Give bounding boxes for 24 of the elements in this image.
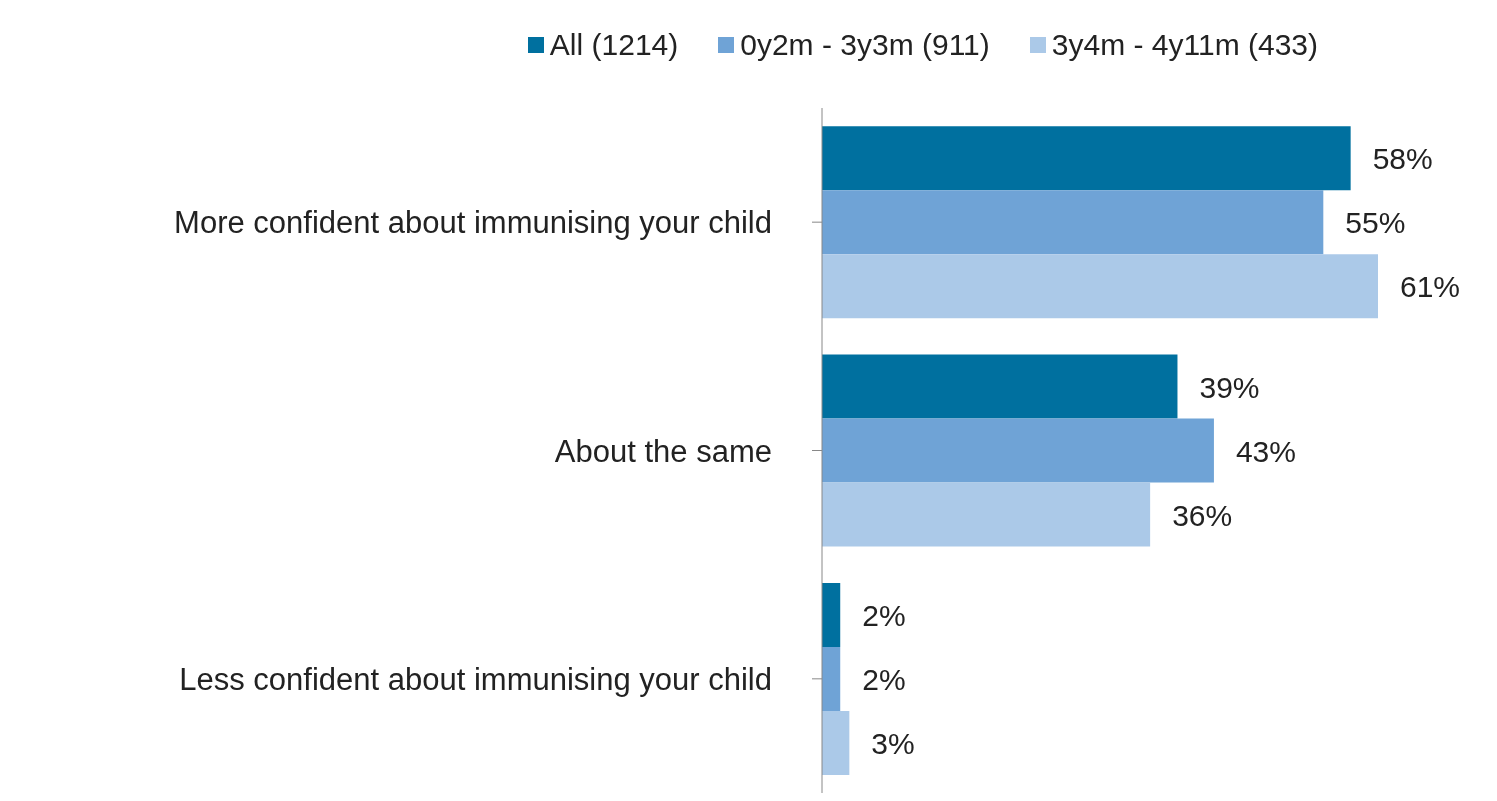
data-label: 2% (862, 662, 906, 696)
data-label: 3% (871, 726, 915, 760)
bar (822, 126, 1351, 191)
bar (822, 582, 841, 647)
y-tick-label: More confident about immunising your child (174, 205, 772, 241)
bar (822, 646, 841, 711)
legend-label: All (1214) (548, 28, 679, 62)
y-tick-label: Less confident about immunising your child (179, 661, 772, 697)
data-label: 43% (1235, 434, 1296, 468)
bar (822, 354, 1178, 419)
data-label: 61% (1400, 270, 1461, 304)
bar (822, 254, 1378, 319)
data-label: 58% (1372, 142, 1433, 176)
data-label: 55% (1345, 206, 1406, 240)
legend-label: 0y2m - 3y3m (911) (739, 28, 990, 62)
y-tick-label: About the same (554, 433, 772, 469)
data-label: 39% (1199, 370, 1260, 404)
bar (822, 190, 1324, 255)
data-label: 36% (1172, 498, 1233, 532)
bar (822, 710, 850, 775)
data-label: 2% (862, 598, 906, 632)
bar (822, 418, 1214, 483)
bar (822, 482, 1151, 547)
legend-label: 3y4m - 4y11m (433) (1050, 28, 1318, 62)
